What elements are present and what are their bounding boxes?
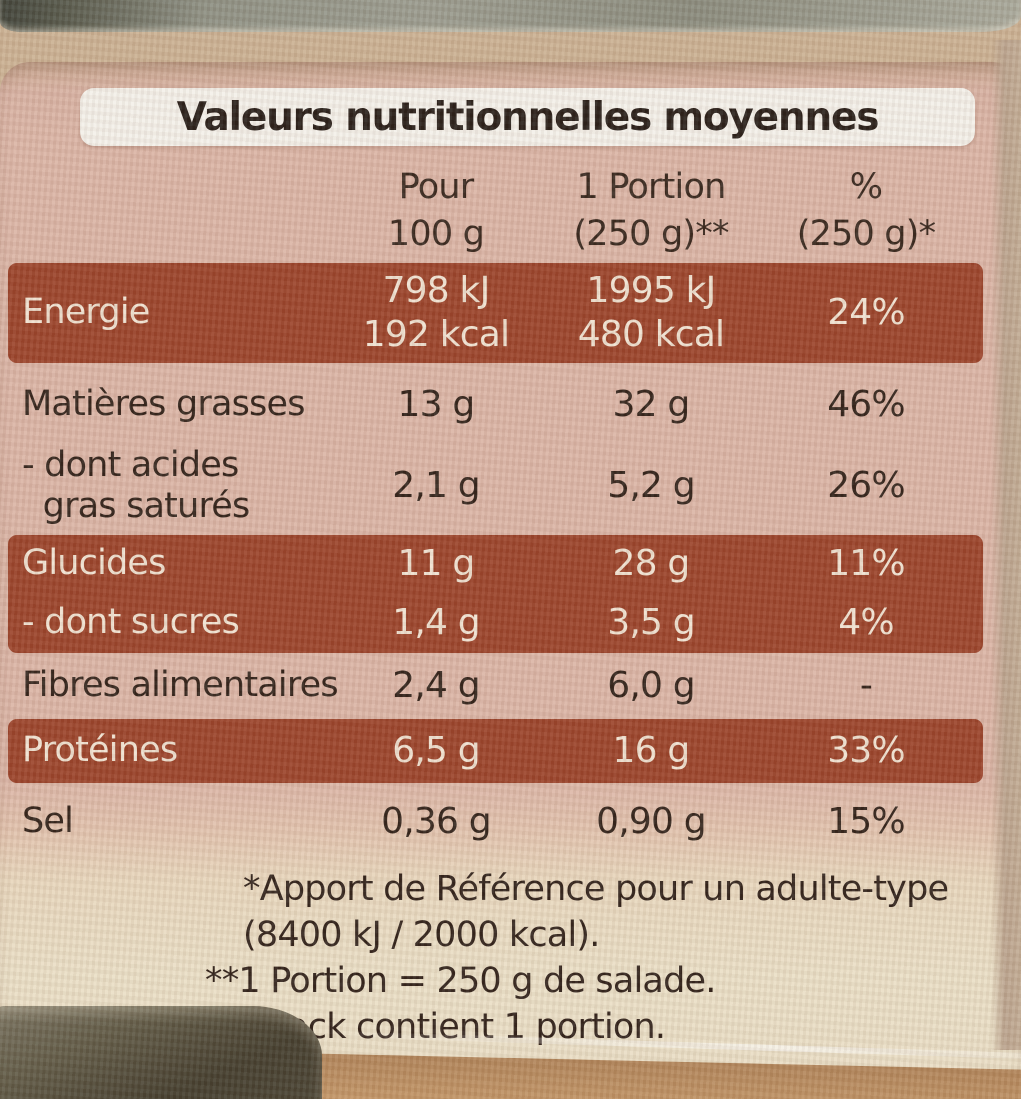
row-label: Sel	[22, 801, 74, 842]
value-per-portion: 28 g	[612, 543, 691, 585]
value-per-portion: 3,5 g	[607, 602, 695, 644]
highlight-band-glucides: Glucides 11 g 28 g 11% - dont sucres 1,4…	[8, 535, 983, 653]
table-row-proteines: Protéines 6,5 g 16 g 33%	[8, 719, 983, 783]
row-label: Matières grasses	[22, 384, 305, 425]
plain-band-fibres: Fibres alimentaires 2,4 g 6,0 g -	[8, 658, 983, 714]
row-label: - dont sucres	[22, 602, 240, 643]
footnotes: *Apport de Référence pour un adulte-type…	[205, 868, 1021, 1048]
row-label: Fibres alimentaires	[22, 665, 339, 706]
value-per-portion: 0,90 g	[596, 801, 706, 843]
column-header-spacer	[22, 201, 336, 211]
row-label: Protéines	[22, 730, 178, 771]
value-per-100g: 0,36 g	[381, 801, 491, 843]
table-row-sel: Sel 0,36 g 0,90 g 15%	[8, 788, 983, 856]
footnote-portion-size: **1 Portion = 250 g de salade.	[205, 961, 716, 1001]
row-label: - dont acides gras saturés	[22, 444, 250, 526]
plain-band-fats: Matières grasses 13 g 32 g 46% - dont ac…	[8, 368, 983, 530]
value-per-100g: 6,5 g	[392, 730, 480, 772]
value-per-portion: 32 g	[612, 384, 691, 426]
package-right-edge	[991, 40, 1021, 1050]
nutrition-panel: Valeurs nutritionnelles moyennes Pour 10…	[0, 62, 1021, 1099]
column-header-row: Pour 100 g 1 Portion (250 g)** % (250 g)…	[8, 154, 983, 258]
value-per-portion: 5,2 g	[607, 465, 695, 507]
value-per-portion: 1995 kJ 480 kcal	[577, 270, 725, 355]
value-per-100g: 11 g	[397, 543, 476, 585]
value-percent: 46%	[827, 384, 905, 426]
title-band: Valeurs nutritionnelles moyennes	[80, 88, 975, 146]
plain-band-sel: Sel 0,36 g 0,90 g 15%	[8, 788, 983, 856]
table-row-fibres: Fibres alimentaires 2,4 g 6,0 g -	[8, 658, 983, 714]
value-percent: 4%	[838, 602, 894, 644]
value-per-portion: 16 g	[612, 730, 691, 772]
nutrition-table: Energie 798 kJ 192 kcal 1995 kJ 480 kcal…	[0, 263, 1021, 856]
value-per-portion: 6,0 g	[607, 665, 695, 707]
table-row-energie: Energie 798 kJ 192 kcal 1995 kJ 480 kcal…	[8, 263, 983, 363]
table-row-dont-sucres: - dont sucres 1,4 g 3,5 g 4%	[8, 593, 983, 653]
highlight-band-energie: Energie 798 kJ 192 kcal 1995 kJ 480 kcal…	[8, 263, 983, 363]
highlight-band-proteines: Protéines 6,5 g 16 g 33%	[8, 719, 983, 783]
column-header-percent: % (250 g)*	[796, 167, 936, 254]
column-header-per-100g: Pour 100 g	[387, 167, 485, 254]
row-label: Energie	[22, 292, 150, 333]
tray-lid-edge	[0, 0, 1021, 32]
table-row-glucides: Glucides 11 g 28 g 11%	[8, 535, 983, 593]
value-percent: 26%	[827, 465, 905, 507]
value-per-100g: 1,4 g	[392, 602, 480, 644]
footnote-reference-values: (8400 kJ / 2000 kcal).	[243, 915, 600, 955]
table-row-matieres-grasses: Matières grasses 13 g 32 g 46%	[8, 368, 983, 442]
value-percent: 33%	[827, 730, 905, 772]
value-percent: 11%	[827, 543, 905, 585]
panel-title: Valeurs nutritionnelles moyennes	[176, 94, 880, 140]
value-per-100g: 2,4 g	[392, 665, 480, 707]
background-object	[0, 1006, 322, 1099]
column-header-portion: 1 Portion (250 g)**	[573, 167, 729, 254]
value-per-100g: 2,1 g	[392, 465, 480, 507]
value-per-100g: 13 g	[397, 384, 476, 426]
value-percent: -	[859, 665, 873, 707]
row-label: Glucides	[22, 543, 166, 584]
value-per-100g: 798 kJ 192 kcal	[362, 270, 510, 355]
value-percent: 24%	[827, 292, 905, 334]
value-percent: 15%	[827, 801, 905, 843]
footnote-reference-intake: *Apport de Référence pour un adulte-type	[243, 869, 949, 909]
table-row-acides-gras-satures: - dont acides gras saturés 2,1 g 5,2 g 2…	[8, 442, 983, 530]
